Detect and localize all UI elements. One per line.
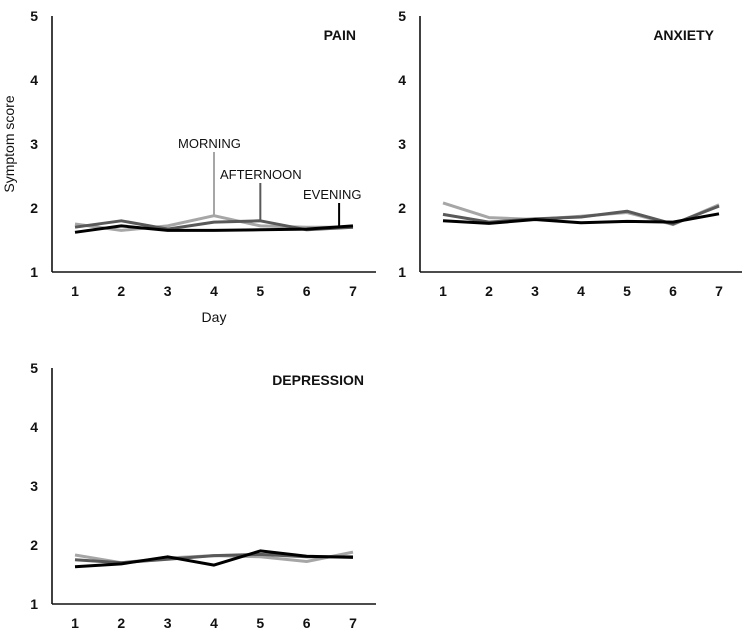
anxiety-x-tick-label: 6 bbox=[669, 283, 677, 299]
pain-y-axis-label: Symptom score bbox=[1, 95, 17, 192]
anxiety-panel-title: ANXIETY bbox=[653, 27, 714, 43]
anxiety-y-tick-label: 4 bbox=[398, 72, 406, 88]
pain-x-tick-label: 1 bbox=[71, 283, 79, 299]
pain-y-tick-label: 1 bbox=[30, 264, 38, 280]
pain-x-tick-label: 3 bbox=[164, 283, 172, 299]
anxiety-series-evening-line bbox=[442, 212, 720, 225]
anxiety-x-tick-label: 1 bbox=[439, 283, 447, 299]
pain-series-evening-line bbox=[74, 224, 354, 234]
anxiety-x-tick-label: 5 bbox=[623, 283, 631, 299]
depression-x-tick-label: 4 bbox=[210, 615, 218, 631]
pain-y-tick-label: 2 bbox=[30, 200, 38, 216]
depression-x-tick-label: 6 bbox=[303, 615, 311, 631]
pain-panel-title: PAIN bbox=[324, 27, 356, 43]
pain-annotation-evening: EVENING bbox=[303, 187, 362, 202]
pain-series-morning-line bbox=[74, 214, 353, 232]
pain-annotation-afternoon: AFTERNOON bbox=[220, 167, 302, 182]
depression-y-tick-label: 3 bbox=[30, 478, 38, 494]
depression-x-tick-label: 5 bbox=[256, 615, 264, 631]
depression-panel-title: DEPRESSION bbox=[272, 372, 364, 388]
depression-y-tick-label: 2 bbox=[30, 537, 38, 553]
depression-series-evening-line bbox=[74, 549, 354, 569]
pain-y-tick-label: 4 bbox=[30, 72, 38, 88]
pain-x-tick-label: 7 bbox=[349, 283, 357, 299]
anxiety-y-tick-label: 5 bbox=[398, 8, 406, 24]
anxiety-y-tick-label: 2 bbox=[398, 200, 406, 216]
pain-y-tick-label: 5 bbox=[30, 8, 38, 24]
depression-x-tick-label: 1 bbox=[71, 615, 79, 631]
depression-y-tick-label: 5 bbox=[30, 360, 38, 376]
anxiety-y-tick-label: 3 bbox=[398, 136, 406, 152]
pain-x-tick-label: 5 bbox=[256, 283, 264, 299]
anxiety-x-tick-label: 4 bbox=[577, 283, 585, 299]
depression-y-tick-label: 1 bbox=[30, 596, 38, 612]
pain-x-tick-label: 2 bbox=[117, 283, 125, 299]
anxiety-x-tick-label: 2 bbox=[485, 283, 493, 299]
pain-x-tick-label: 4 bbox=[210, 283, 218, 299]
anxiety-x-tick-label: 7 bbox=[715, 283, 723, 299]
pain-y-tick-label: 3 bbox=[30, 136, 38, 152]
pain-x-tick-label: 6 bbox=[303, 283, 311, 299]
depression-y-tick-label: 4 bbox=[30, 419, 38, 435]
depression-x-tick-label: 3 bbox=[164, 615, 172, 631]
depression-x-tick-label: 7 bbox=[349, 615, 357, 631]
depression-x-tick-label: 2 bbox=[117, 615, 125, 631]
pain-x-axis-label: Day bbox=[202, 309, 227, 325]
pain-annotation-morning: MORNING bbox=[178, 136, 241, 151]
anxiety-x-tick-label: 3 bbox=[531, 283, 539, 299]
anxiety-y-tick-label: 1 bbox=[398, 264, 406, 280]
